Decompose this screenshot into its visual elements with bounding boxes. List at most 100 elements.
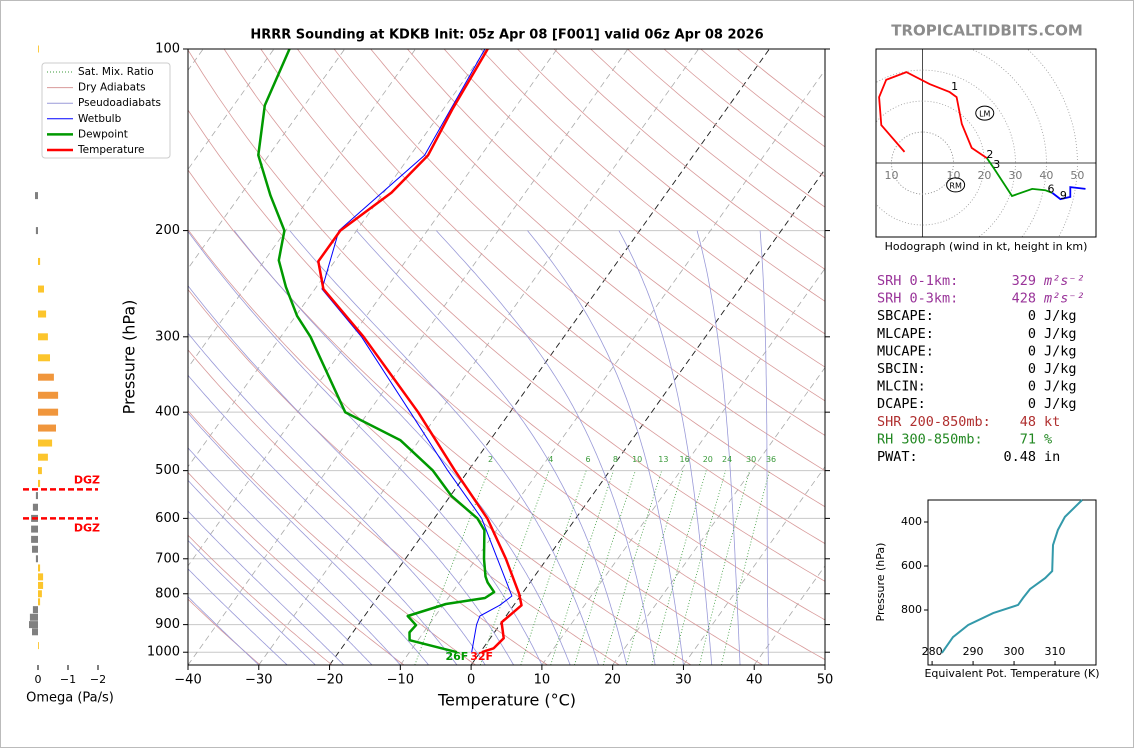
isotherm [188,49,275,171]
omega-bar [32,628,38,636]
dry-adiabat [188,598,261,665]
pseudoadiabat [188,285,514,665]
dry-adiabat [260,49,825,545]
y-tick-label: 1000 [147,645,180,660]
x-axis-label: Temperature (°C) [437,691,576,710]
omega-bar [38,467,42,475]
dry-adiabat [188,109,825,661]
dry-adiabat [480,49,825,335]
stat-value: 0 [1028,379,1036,395]
stat-value: 0 [1028,343,1036,359]
omega-bar [38,581,44,589]
hodo-height-label: 3 [993,158,1000,171]
mixing-ratio-label: 36 [766,455,776,464]
pseudoadiabat [188,230,543,665]
stat-unit: m²s⁻² [1043,273,1085,289]
x-tick-label: 0 [467,673,475,688]
stat-label: DCAPE: [877,396,926,412]
x-tick-label: 40 [746,673,763,688]
y-tick-label: 700 [155,551,180,566]
pseudoadiabat [188,596,260,665]
mixing-ratio-label: 6 [586,455,591,464]
hodo-ring-label: 10 [946,169,960,182]
mixing-ratio-label: 16 [679,455,689,464]
omega-axis-label: Omega (Pa/s) [26,691,114,706]
stat-unit: m²s⁻² [1043,291,1085,307]
stat-value: 329 [1012,273,1036,289]
legend-label: Pseudoadiabats [78,97,161,109]
thetae-x-tick-label: 300 [1004,645,1025,658]
legend: Sat. Mix. Ratio Dry Adiabats Pseudoadiabat… [41,62,171,159]
storm-motion-label: LM [979,110,990,119]
isotherm [188,49,346,270]
thetae-line [941,499,1083,654]
isotherm [188,49,487,468]
stat-label: PWAT: [877,449,918,465]
thetae-y-label: Pressure (hPa) [874,543,887,622]
x-tick-label: −10 [387,673,414,688]
mixing-ratio-line [699,470,751,665]
y-tick-label: 100 [155,42,180,57]
watermark: TROPICALTIDBITS.COM [891,22,1083,40]
x-tick-label: −30 [245,673,272,688]
omega-bar [38,590,42,598]
hodo-height-label: 9 [1060,189,1067,202]
x-tick-label: 10 [534,673,551,688]
profile-line [317,49,523,654]
stat-label: SHR 200-850mb: [877,414,991,430]
omega-bar [38,257,41,265]
dry-adiabat [188,471,405,665]
mixing-ratio-line [721,470,770,665]
stat-unit: in [1044,449,1060,465]
stat-label: MLCIN: [877,379,926,395]
hodo-ring [969,49,1047,237]
mixing-ratio-label: 8 [613,455,618,464]
x-tick-label: −20 [316,673,343,688]
storm-motion-label: RM [949,181,962,190]
stat-label: SBCAPE: [877,308,934,324]
hodo-ring [876,100,985,226]
omega-x-tick-label: −1 [60,673,76,686]
y-tick-label: 800 [155,586,180,601]
mixing-ratio-label: 2 [488,455,493,464]
thetae-y-tick-label: 600 [901,559,922,572]
legend-label: Sat. Mix. Ratio [78,66,154,78]
hodo-ring [891,131,954,195]
stat-label: SBCIN: [877,361,926,377]
y-axis-label: Pressure (hPa) [120,300,139,415]
omega-bar [38,354,50,362]
mixing-ratio-label: 24 [722,455,732,464]
surface-label: 26F [445,650,468,663]
hodo-ring-label: 30 [1008,169,1022,182]
y-tick-label: 300 [155,329,180,344]
hodograph-caption: Hodograph (wind in kt, height in km) [885,240,1088,253]
omega-bar [38,479,41,487]
hodo-height-label: 2 [986,148,993,161]
dry-adiabat [407,49,825,402]
hodo-ring-label: 10 [884,169,898,182]
mixing-ratio-label: 13 [658,455,668,464]
thetae-x-tick-label: 310 [1045,645,1066,658]
isotherm [188,49,629,665]
profile-line [321,49,513,653]
stat-value: 428 [1012,291,1036,307]
pseudoadiabat [188,539,316,665]
pseudoadiabat [356,230,628,665]
omega-x-tick-label: 0 [35,673,42,686]
omega-bar [35,192,38,200]
stat-value: 0 [1028,308,1036,324]
hodo-height-label: 6 [1047,182,1054,195]
storm-motion-marker [975,105,995,121]
hodo-frame [875,48,1097,238]
omega-bar [32,545,38,553]
y-tick-label: 200 [155,223,180,238]
legend-label: Dry Adiabats [78,82,146,94]
mixing-ratio-label: 10 [632,455,642,464]
mixing-ratio-label: 20 [703,455,713,464]
omega-bar [38,564,41,572]
hodograph [876,49,1096,237]
omega-bar [31,525,38,533]
hodo-ring [876,69,1016,237]
stat-value: 0 [1028,326,1036,342]
